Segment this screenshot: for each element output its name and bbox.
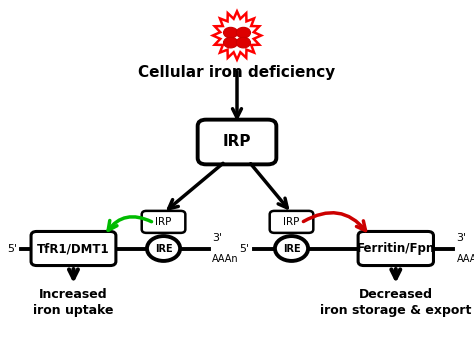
Text: Ferritin/Fpn: Ferritin/Fpn (356, 242, 435, 255)
Circle shape (236, 37, 250, 48)
Text: AAAn: AAAn (456, 254, 474, 264)
Text: 3': 3' (456, 233, 466, 243)
FancyBboxPatch shape (198, 120, 276, 164)
Circle shape (224, 27, 238, 38)
FancyBboxPatch shape (358, 231, 433, 266)
Text: TfR1/DMT1: TfR1/DMT1 (37, 242, 110, 255)
Text: 5': 5' (8, 244, 18, 253)
Text: IRE: IRE (283, 244, 301, 253)
FancyBboxPatch shape (142, 211, 185, 233)
Text: Increased
iron uptake: Increased iron uptake (33, 288, 114, 317)
Text: IRE: IRE (155, 244, 173, 253)
FancyArrowPatch shape (108, 217, 152, 230)
FancyBboxPatch shape (31, 231, 116, 266)
Text: IRP: IRP (155, 217, 172, 227)
Text: IRP: IRP (283, 217, 300, 227)
Text: 5': 5' (240, 244, 250, 253)
FancyBboxPatch shape (270, 211, 313, 233)
Text: IRP: IRP (223, 135, 251, 149)
Circle shape (224, 37, 238, 48)
Text: Cellular iron deficiency: Cellular iron deficiency (138, 65, 336, 80)
Circle shape (275, 236, 308, 261)
Polygon shape (213, 11, 261, 60)
Circle shape (236, 27, 250, 38)
Text: 3': 3' (212, 233, 222, 243)
FancyArrowPatch shape (303, 213, 365, 230)
Text: Decreased
iron storage & export: Decreased iron storage & export (320, 288, 472, 317)
Text: AAAn: AAAn (212, 254, 239, 264)
Circle shape (147, 236, 180, 261)
